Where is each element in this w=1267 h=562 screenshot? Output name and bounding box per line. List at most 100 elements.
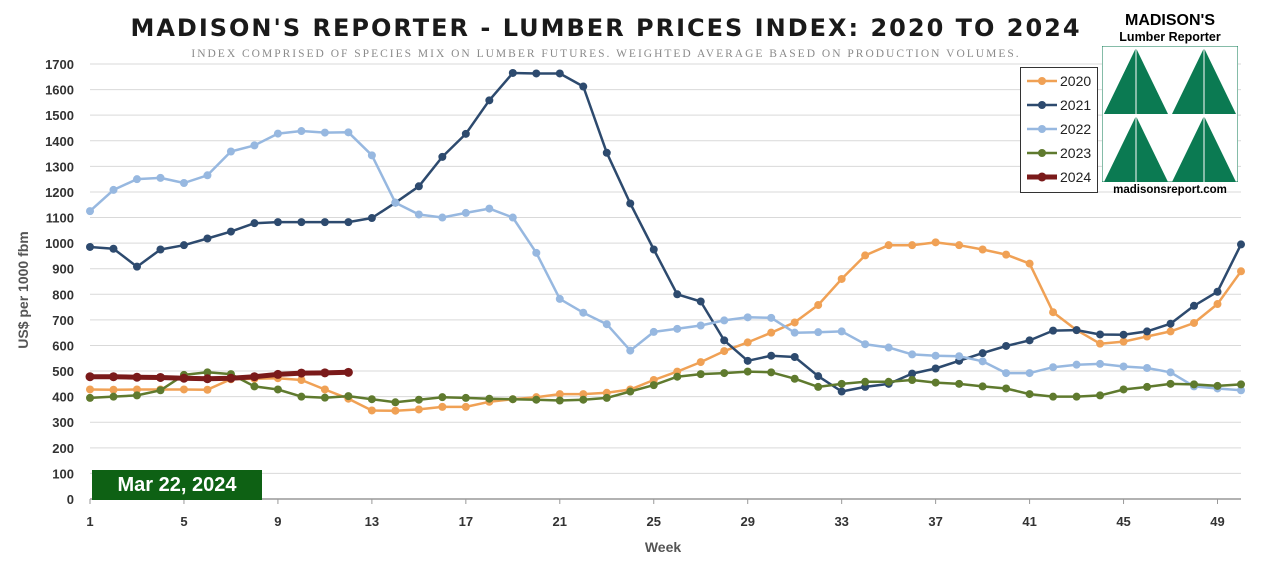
data-point-2023 [767, 368, 776, 377]
x-axis-label: Week [645, 539, 682, 555]
legend-label: 2020 [1060, 73, 1092, 89]
data-point-2024 [108, 372, 118, 382]
data-point-2022 [1002, 369, 1011, 378]
y-tick-label: 500 [52, 364, 74, 379]
data-point-2022 [438, 213, 447, 222]
axes [89, 498, 1241, 504]
tree-logo-icon [1102, 46, 1238, 182]
data-point-2023 [1025, 390, 1034, 399]
data-point-2021 [767, 351, 776, 360]
data-point-2024 [202, 374, 212, 384]
data-point-2024 [273, 369, 283, 379]
x-tick-label: 41 [1022, 514, 1036, 529]
y-tick-label: 200 [52, 441, 74, 456]
data-point-2023 [532, 395, 541, 404]
data-point-2021 [297, 218, 306, 227]
data-point-2023 [414, 395, 423, 404]
legend-item-2024: 2024 [1021, 167, 1097, 187]
data-point-2021 [626, 199, 635, 208]
data-point-2021 [790, 352, 799, 361]
data-point-2022 [320, 128, 329, 137]
data-point-2021 [367, 214, 376, 223]
x-tick-label: 9 [274, 514, 281, 529]
data-point-2021 [555, 69, 564, 78]
data-point-2021 [1119, 330, 1128, 339]
series-2023 [86, 367, 1245, 407]
y-tick-label: 1600 [45, 83, 74, 98]
data-point-2021 [814, 372, 823, 381]
data-point-2023 [931, 378, 940, 387]
data-point-2021 [226, 227, 235, 236]
data-point-2023 [720, 369, 729, 378]
data-point-2021 [1002, 341, 1011, 350]
data-point-2023 [132, 391, 141, 400]
data-point-2022 [344, 128, 353, 137]
data-point-2024 [296, 368, 306, 378]
data-point-2022 [837, 327, 846, 336]
y-tick-label: 400 [52, 390, 74, 405]
x-tick-label: 45 [1116, 514, 1130, 529]
data-point-2021 [485, 96, 494, 105]
data-point-2022 [250, 141, 259, 150]
legend-item-2023: 2023 [1021, 143, 1097, 163]
data-point-2022 [226, 147, 235, 156]
data-point-2021 [461, 129, 470, 138]
data-point-2023 [86, 393, 94, 402]
data-point-2022 [978, 357, 987, 366]
data-point-2024 [320, 368, 330, 378]
data-point-2020 [696, 358, 705, 367]
x-tick-label: 5 [180, 514, 187, 529]
data-point-2022 [555, 294, 564, 303]
x-tick-label: 13 [365, 514, 379, 529]
data-point-2020 [132, 385, 141, 394]
data-point-2022 [696, 321, 705, 330]
chart-title: MADISON'S REPORTER - LUMBER PRICES INDEX… [130, 14, 1082, 42]
data-point-2020 [1025, 259, 1034, 268]
data-point-2022 [132, 175, 141, 184]
data-point-2023 [367, 395, 376, 404]
data-point-2023 [1049, 392, 1058, 401]
data-point-2022 [1119, 362, 1128, 371]
data-point-2020 [814, 301, 823, 310]
data-point-2022 [391, 198, 400, 207]
data-point-2020 [555, 390, 564, 399]
data-point-2021 [908, 369, 917, 378]
data-point-2021 [837, 387, 846, 396]
y-tick-label: 300 [52, 415, 74, 430]
x-tick-label: 49 [1210, 514, 1224, 529]
data-point-2020 [978, 245, 987, 254]
legend-swatch-2022 [1027, 125, 1057, 133]
data-point-2024 [155, 372, 165, 382]
data-point-2021 [649, 245, 658, 254]
legend-label: 2024 [1060, 169, 1092, 185]
data-point-2022 [814, 328, 823, 337]
data-point-2020 [908, 241, 917, 250]
y-tick-label: 900 [52, 262, 74, 277]
data-point-2022 [720, 316, 729, 325]
data-point-2022 [367, 151, 376, 160]
data-point-2021 [438, 152, 447, 161]
legend-item-2020: 2020 [1021, 71, 1097, 91]
legend-label: 2021 [1060, 97, 1092, 113]
data-point-2021 [1143, 327, 1152, 336]
data-point-2020 [767, 328, 776, 337]
data-point-2023 [1166, 379, 1175, 388]
data-point-2022 [884, 343, 893, 352]
data-point-2023 [555, 396, 564, 405]
data-point-2023 [884, 377, 893, 386]
data-point-2022 [203, 171, 212, 180]
data-point-2022 [908, 350, 917, 359]
data-point-2021 [1049, 326, 1058, 335]
data-point-2022 [649, 327, 658, 336]
data-point-2021 [132, 262, 141, 271]
data-point-2022 [297, 127, 306, 136]
data-point-2024 [343, 367, 353, 377]
data-point-2022 [1049, 363, 1058, 372]
legend-item-2021: 2021 [1021, 95, 1097, 115]
legend-label: 2023 [1060, 145, 1092, 161]
data-point-2023 [649, 381, 658, 390]
data-point-2021 [532, 69, 541, 78]
y-tick-label: 0 [67, 492, 74, 507]
data-point-2021 [273, 218, 282, 227]
legend-swatch-2020 [1027, 77, 1057, 85]
